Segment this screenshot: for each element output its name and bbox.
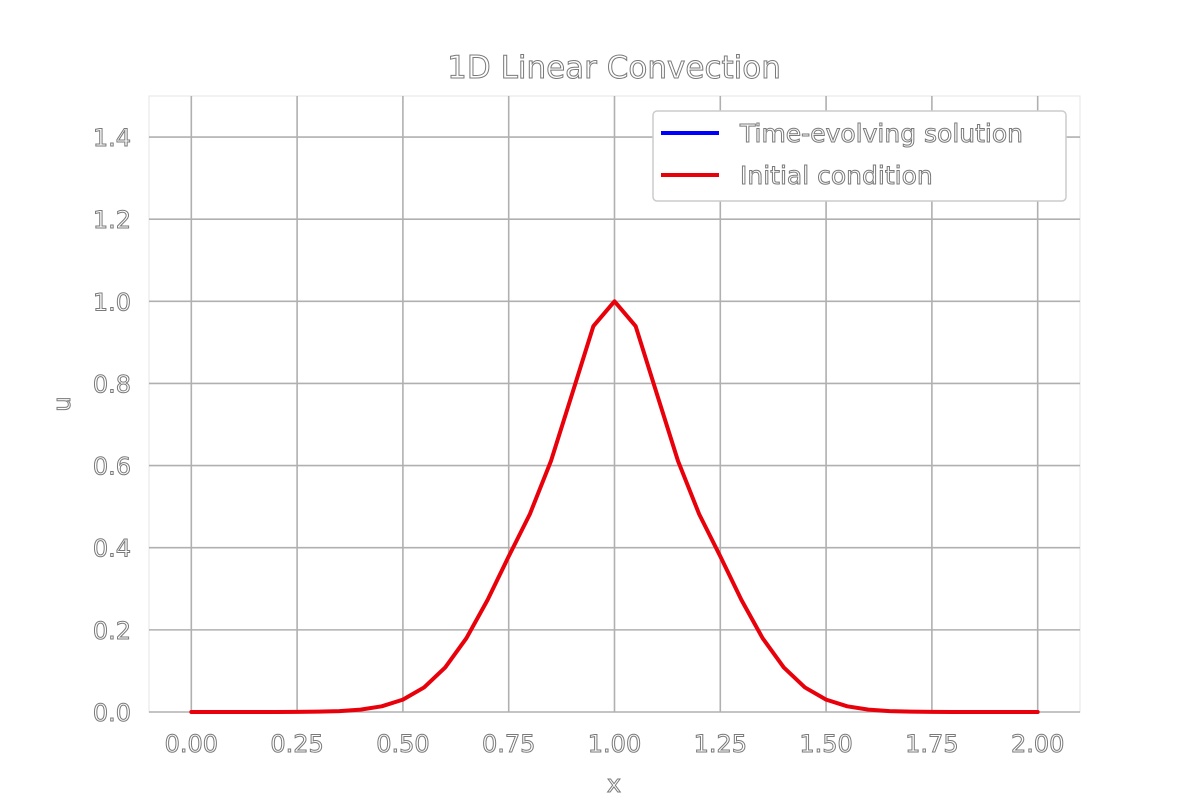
x-tick-label: 1.00 — [588, 730, 641, 758]
x-tick-label: 0.50 — [376, 730, 429, 758]
series-layer — [189, 299, 1040, 714]
legend-label-initial: Initial condition — [740, 161, 933, 190]
x-tick-labels: 0.00 0.25 0.50 0.75 1.00 1.25 1.50 1.75 2.00 — [164, 730, 1065, 759]
y-tick-label: 0.8 — [93, 370, 131, 398]
legend: Time-evolving solution Initial condition — [652, 110, 1067, 202]
x-tick-label: 0.00 — [165, 730, 218, 758]
y-tick-label: 0.2 — [93, 617, 131, 645]
x-tick-label: 1.75 — [905, 730, 958, 758]
y-tick-label: 0.4 — [93, 535, 131, 563]
chart-title: 1D Linear Convection — [447, 50, 781, 86]
y-tick-label: 1.0 — [93, 288, 131, 316]
legend-label-time-evolving: Time-evolving solution — [739, 119, 1023, 148]
x-tick-label: 0.75 — [482, 730, 535, 758]
y-tick-label: 0.6 — [93, 453, 131, 481]
legend-box — [652, 110, 1067, 202]
x-axis-label: x — [607, 770, 621, 798]
y-axis-label: u — [48, 396, 76, 411]
x-tick-label: 1.25 — [694, 730, 747, 758]
y-tick-label: 1.4 — [93, 124, 131, 152]
y-tick-labels: 0.0 0.2 0.4 0.6 0.8 1.0 1.2 1.4 — [92, 124, 131, 728]
x-tick-label: 0.25 — [270, 730, 323, 758]
y-tick-label: 1.2 — [93, 206, 131, 234]
series-line-initial-condition — [189, 299, 1040, 714]
x-tick-label: 1.50 — [799, 730, 852, 758]
x-tick-label: 2.00 — [1011, 730, 1064, 758]
y-tick-label: 0.0 — [93, 699, 131, 727]
